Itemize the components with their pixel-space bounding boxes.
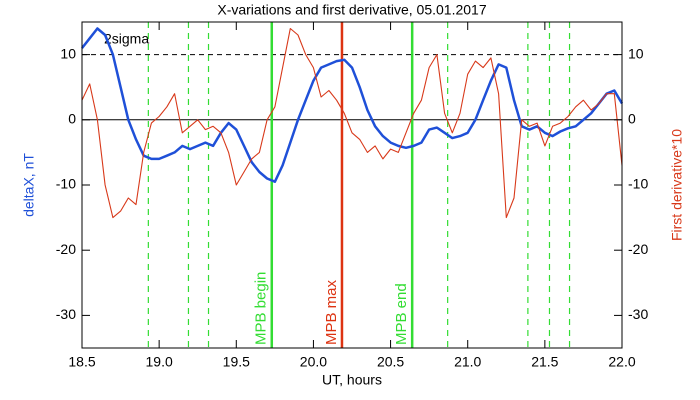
reference-label: 2sigma (104, 30, 149, 46)
y2-tick-label: -20 (628, 241, 648, 257)
x-axis-label: UT, hours (322, 372, 382, 388)
y-tick-label: 0 (68, 111, 76, 127)
x-tick-label: 18.5 (68, 354, 95, 370)
x-tick-label: 20.5 (377, 354, 404, 370)
y-axis-label: deltaX, nT (21, 153, 37, 217)
x-tick-label: 19.0 (146, 354, 173, 370)
y-tick-label: -20 (56, 241, 76, 257)
x-tick-label: 20.0 (300, 354, 327, 370)
event-label: MPB end (393, 283, 410, 345)
y2-tick-label: 10 (628, 45, 644, 61)
y-tick-label: -10 (56, 176, 76, 192)
x-tick-label: 19.5 (223, 354, 250, 370)
y2-axis-label: First derivative*10 (669, 129, 685, 241)
y2-tick-label: -10 (628, 176, 648, 192)
event-label: MPB max (323, 279, 340, 345)
series-line (81, 27, 624, 183)
series-line (81, 27, 623, 219)
y2-tick-label: 0 (628, 111, 636, 127)
x-tick-label: 21.5 (531, 354, 558, 370)
event-label: MPB begin (253, 272, 270, 345)
x-tick-label: 21.0 (454, 354, 481, 370)
y-tick-label: -30 (56, 306, 76, 322)
y-tick-label: 10 (60, 45, 76, 61)
y2-tick-label: -30 (628, 306, 648, 322)
x-tick-label: 22.0 (608, 354, 635, 370)
chart-title: X-variations and first derivative, 05.01… (217, 2, 486, 18)
